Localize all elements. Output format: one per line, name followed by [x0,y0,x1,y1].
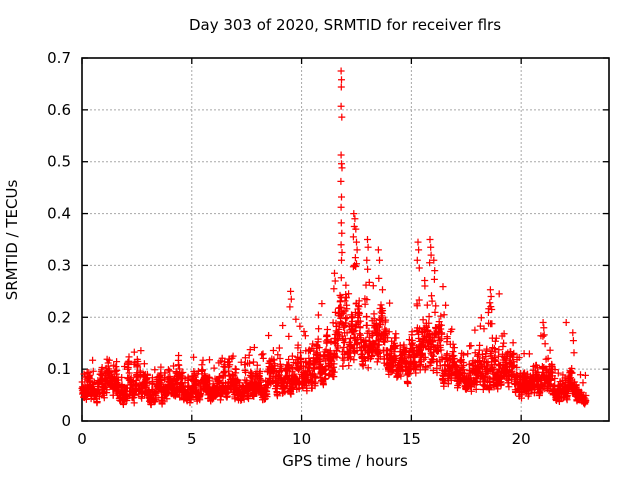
x-axis-label: GPS time / hours [282,452,408,470]
y-tick-label: 0.1 [47,360,71,378]
x-tick-label: 15 [402,430,421,448]
y-tick-label: 0.4 [47,205,71,223]
grid-lines [82,58,609,421]
data-points [78,67,590,409]
tick-labels: 0 5 10 15 20 0 0.1 0.2 0.3 0.4 0.5 0.6 0.7 [47,49,531,448]
y-axis-label: SRMTID / TECUs [3,180,21,301]
x-tick-label: 0 [77,430,87,448]
y-tick-label: 0.6 [47,101,71,119]
y-tick-label: 0.3 [47,256,71,274]
y-tick-label: 0.2 [47,308,71,326]
axes-frame [81,57,610,422]
x-tick-label: 10 [292,430,311,448]
y-tick-label: 0.5 [47,153,71,171]
y-tick-label: 0 [61,412,71,430]
chart-title: Day 303 of 2020, SRMTID for receiver flr… [189,16,501,34]
x-tick-label: 20 [512,430,531,448]
x-tick-label: 5 [187,430,197,448]
y-tick-label: 0.7 [47,49,71,67]
